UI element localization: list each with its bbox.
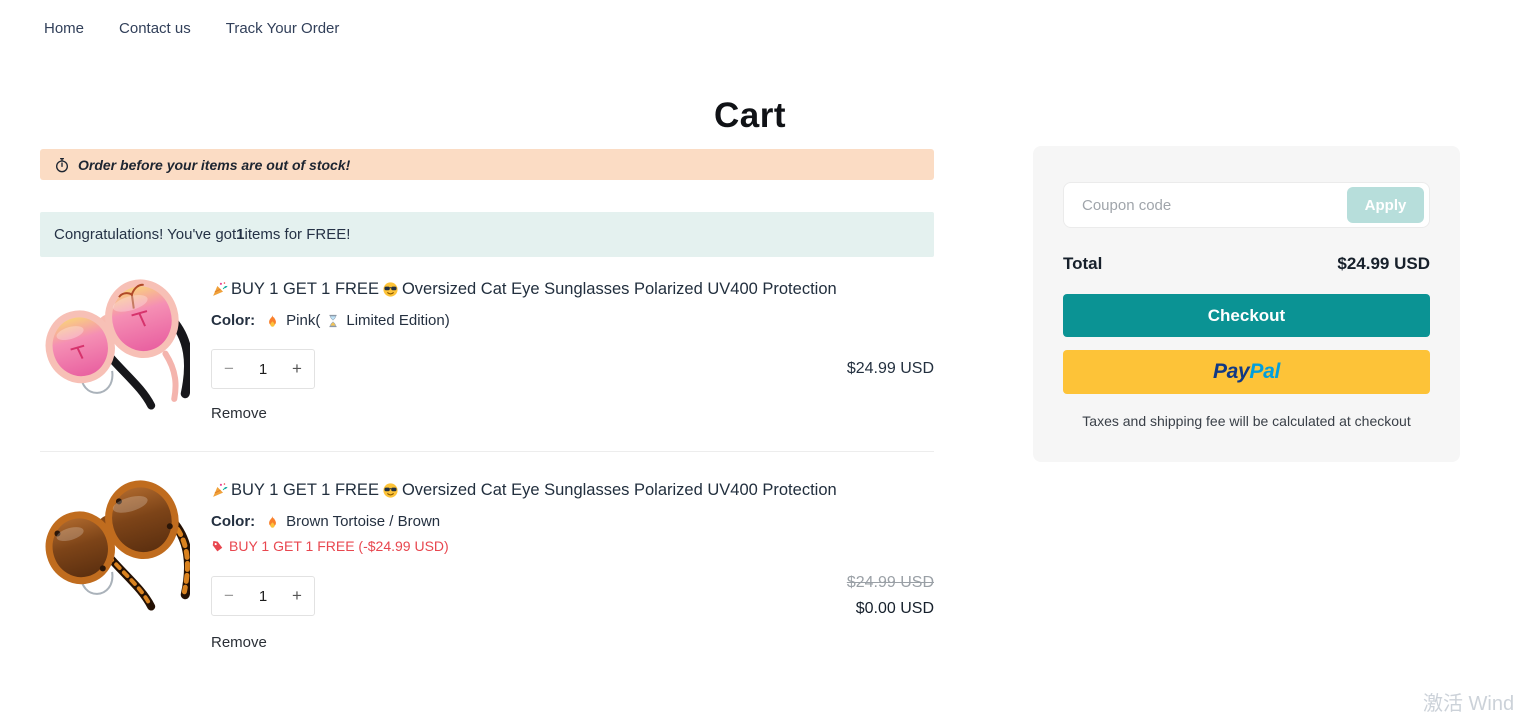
color-value-pre: Pink( [286, 312, 321, 329]
fire-icon [265, 313, 280, 328]
item-price: $24.99 USD $0.00 USD [847, 574, 934, 618]
page-title: Cart [713, 96, 787, 135]
item-color-row: Color: Brown Tortoise / Brown [211, 513, 934, 530]
order-summary-card: Apply Total $24.99 USD Checkout PayPal T… [1033, 146, 1460, 462]
quantity-value: 1 [258, 587, 268, 605]
item-price: $24.99 USD [846, 360, 934, 377]
quantity-stepper: − 1 + [211, 576, 315, 616]
quantity-decrease-button[interactable]: − [212, 359, 246, 379]
item-title-text-2: Oversized Cat Eye Sunglasses Polarized U… [401, 280, 837, 298]
color-value-post: Limited Edition) [346, 312, 450, 329]
top-navigation: Home Contact us Track Your Order [44, 20, 339, 37]
tax-shipping-note: Taxes and shipping fee will be calculate… [1082, 413, 1411, 429]
party-popper-icon [211, 482, 228, 499]
total-label: Total [1063, 254, 1103, 273]
paypal-logo: PayPal [1212, 360, 1281, 383]
party-popper-icon [211, 281, 228, 298]
total-row: Total $24.99 USD [1063, 254, 1430, 274]
quantity-stepper: − 1 + [211, 349, 315, 389]
color-label: Color: [211, 513, 256, 530]
cart-item-tortoise-sunglasses: BUY 1 GET 1 FREE Oversized Cat Eye Sungl… [40, 452, 934, 680]
checkout-button[interactable]: Checkout [1063, 294, 1430, 337]
stock-urgency-text: Order before your items are out of stock… [78, 156, 351, 173]
color-label: Color: [211, 312, 256, 329]
quantity-decrease-button[interactable]: − [212, 586, 246, 606]
paypal-button[interactable]: PayPal [1063, 350, 1430, 394]
congrats-banner: Congratulations! You've got 1 items for … [40, 212, 934, 257]
item-title[interactable]: BUY 1 GET 1 FREE Oversized Cat Eye Sungl… [211, 481, 934, 500]
stock-urgency-banner: Order before your items are out of stock… [40, 149, 934, 180]
item-color-row: Color: Pink( Limited Edition) [211, 312, 934, 329]
product-image-pink-sunglasses[interactable] [40, 271, 190, 421]
item-price-current: $0.00 USD [855, 600, 934, 617]
sunglasses-face-icon [382, 281, 399, 298]
item-price-original: $24.99 USD [846, 574, 934, 591]
item-title-text-1: BUY 1 GET 1 FREE [231, 481, 379, 499]
nav-contact-us[interactable]: Contact us [119, 20, 191, 37]
bogo-promo-row: BUY 1 GET 1 FREE (-$24.99 USD) [211, 538, 934, 554]
cart-item-pink-sunglasses: BUY 1 GET 1 FREE Oversized Cat Eye Sungl… [40, 257, 934, 452]
quantity-increase-button[interactable]: + [280, 586, 314, 606]
apply-coupon-button[interactable]: Apply [1347, 187, 1424, 223]
congrats-free-count: 1 [236, 226, 245, 243]
quantity-increase-button[interactable]: + [280, 359, 314, 379]
coupon-row: Apply [1063, 182, 1430, 228]
congrats-text-prefix: Congratulations! You've got [54, 226, 237, 243]
hourglass-icon [326, 314, 340, 328]
remove-item-link[interactable]: Remove [211, 405, 267, 422]
cart-column: Order before your items are out of stock… [40, 149, 934, 680]
bogo-promo-text: BUY 1 GET 1 FREE (-$24.99 USD) [229, 538, 449, 554]
product-image-tortoise-sunglasses[interactable] [40, 472, 190, 622]
activate-windows-watermark: 激活 Wind [1423, 693, 1515, 715]
nav-track-your-order[interactable]: Track Your Order [225, 20, 340, 37]
total-value: $24.99 USD [1337, 254, 1430, 273]
item-title-text-2: Oversized Cat Eye Sunglasses Polarized U… [401, 481, 837, 499]
remove-item-link[interactable]: Remove [211, 634, 267, 651]
sunglasses-face-icon [382, 482, 399, 499]
nav-home[interactable]: Home [44, 20, 85, 37]
item-title-text-1: BUY 1 GET 1 FREE [231, 280, 379, 298]
congrats-text-suffix: items for FREE! [244, 226, 351, 243]
quantity-value: 1 [258, 360, 268, 378]
fire-icon [265, 514, 280, 529]
tag-icon [211, 540, 224, 553]
item-title[interactable]: BUY 1 GET 1 FREE Oversized Cat Eye Sungl… [211, 280, 934, 299]
stopwatch-icon [54, 157, 70, 173]
color-value: Brown Tortoise / Brown [286, 513, 441, 530]
